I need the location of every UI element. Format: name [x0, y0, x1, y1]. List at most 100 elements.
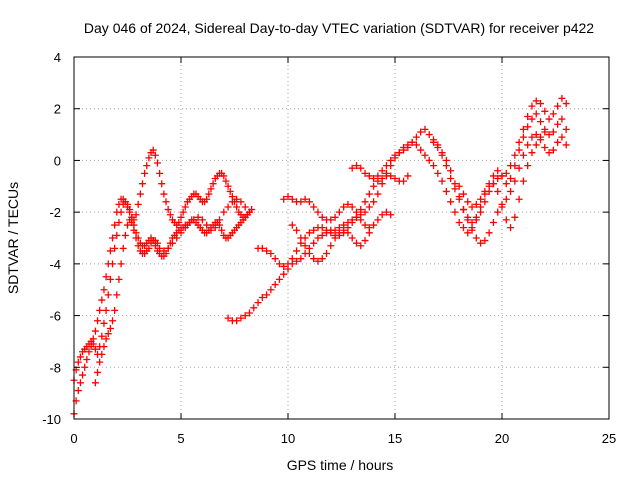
- data-point-marker: [98, 350, 106, 358]
- data-point-marker: [327, 216, 335, 224]
- data-point-marker: [442, 187, 450, 195]
- data-point-marker: [519, 133, 527, 141]
- data-point-marker: [106, 247, 114, 255]
- data-point-marker: [507, 187, 515, 195]
- data-point-marker: [233, 203, 241, 211]
- data-point-marker: [438, 149, 446, 157]
- y-tick-label: -8: [49, 360, 61, 375]
- data-point-marker: [391, 151, 399, 159]
- data-point-marker: [258, 244, 266, 252]
- data-point-marker: [173, 234, 181, 242]
- data-point-marker: [220, 208, 228, 216]
- data-point-marker: [370, 182, 378, 190]
- x-tick-label: 20: [495, 431, 509, 446]
- data-point-marker: [310, 239, 318, 247]
- data-point-marker: [459, 206, 467, 214]
- data-point-marker: [83, 356, 91, 364]
- x-tick-label: 15: [388, 431, 402, 446]
- data-point-marker: [136, 190, 144, 198]
- data-points: [70, 94, 570, 418]
- data-point-marker: [280, 262, 288, 270]
- data-point-marker: [507, 175, 515, 183]
- data-point-marker: [323, 250, 331, 258]
- data-point-marker: [425, 131, 433, 139]
- data-point-marker: [128, 218, 136, 226]
- data-point-marker: [271, 255, 279, 263]
- data-point-marker: [314, 257, 322, 265]
- data-point-marker: [562, 141, 570, 149]
- data-point-marker: [554, 102, 562, 110]
- data-point-marker: [89, 340, 97, 348]
- data-point-marker: [111, 306, 119, 314]
- data-point-marker: [554, 138, 562, 146]
- data-point-marker: [528, 115, 536, 123]
- data-point-marker: [370, 175, 378, 183]
- data-point-marker: [275, 260, 283, 268]
- data-point-marker: [113, 231, 121, 239]
- data-point-marker: [156, 169, 164, 177]
- data-point-marker: [481, 187, 489, 195]
- data-point-marker: [134, 242, 142, 250]
- data-point-marker: [254, 299, 262, 307]
- data-point-marker: [502, 195, 510, 203]
- data-point-marker: [348, 203, 356, 211]
- data-point-marker: [104, 291, 112, 299]
- data-point-marker: [361, 198, 369, 206]
- data-point-marker: [297, 255, 305, 263]
- data-point-marker: [119, 244, 127, 252]
- data-point-marker: [391, 175, 399, 183]
- data-point-marker: [224, 314, 232, 322]
- x-tick-label: 5: [177, 431, 184, 446]
- data-point-marker: [301, 195, 309, 203]
- x-axis-label: GPS time / hours: [287, 457, 394, 473]
- data-point-marker: [472, 234, 480, 242]
- data-point-marker: [233, 317, 241, 325]
- data-point-marker: [305, 229, 313, 237]
- data-point-marker: [348, 164, 356, 172]
- data-point-marker: [541, 128, 549, 136]
- data-point-marker: [524, 141, 532, 149]
- data-point-marker: [434, 169, 442, 177]
- chart-title: Day 046 of 2024, Sidereal Day-to-day VTE…: [84, 20, 594, 36]
- data-point-marker: [387, 211, 395, 219]
- data-point-marker: [387, 156, 395, 164]
- data-point-marker: [156, 244, 164, 252]
- data-point-marker: [160, 190, 168, 198]
- data-point-marker: [532, 97, 540, 105]
- data-point-marker: [532, 141, 540, 149]
- data-point-marker: [160, 247, 168, 255]
- data-point-marker: [162, 198, 170, 206]
- x-tick-label: 0: [70, 431, 77, 446]
- data-point-marker: [241, 203, 249, 211]
- data-point-marker: [511, 151, 519, 159]
- data-point-marker: [318, 224, 326, 232]
- data-point-marker: [284, 260, 292, 268]
- data-point-marker: [275, 275, 283, 283]
- x-tick-label: 25: [602, 431, 616, 446]
- data-point-marker: [515, 164, 523, 172]
- data-point-marker: [194, 213, 202, 221]
- data-point-marker: [141, 169, 149, 177]
- data-point-marker: [323, 226, 331, 234]
- data-point-marker: [117, 260, 125, 268]
- data-point-marker: [76, 379, 84, 387]
- data-point-marker: [175, 218, 183, 226]
- data-point-marker: [511, 177, 519, 185]
- data-point-marker: [166, 211, 174, 219]
- data-point-marker: [451, 180, 459, 188]
- data-point-marker: [502, 180, 510, 188]
- data-point-marker: [145, 244, 153, 252]
- data-point-marker: [549, 146, 557, 154]
- y-axis-ticks: -10 -8 -6 -4 -2 0 2 4: [42, 50, 609, 427]
- data-point-marker: [224, 203, 232, 211]
- data-point-marker: [138, 180, 146, 188]
- data-point-marker: [494, 167, 502, 175]
- data-point-marker: [179, 208, 187, 216]
- data-point-marker: [464, 198, 472, 206]
- data-point-marker: [85, 348, 93, 356]
- data-point-marker: [357, 242, 365, 250]
- data-point-marker: [293, 226, 301, 234]
- data-point-marker: [558, 94, 566, 102]
- data-point-marker: [211, 224, 219, 232]
- data-point-marker: [515, 146, 523, 154]
